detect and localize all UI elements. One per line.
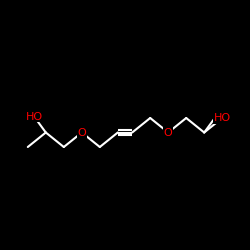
- Text: HO: HO: [214, 113, 231, 123]
- Text: O: O: [164, 128, 172, 138]
- Text: O: O: [78, 128, 86, 138]
- Text: HO: HO: [26, 112, 43, 122]
